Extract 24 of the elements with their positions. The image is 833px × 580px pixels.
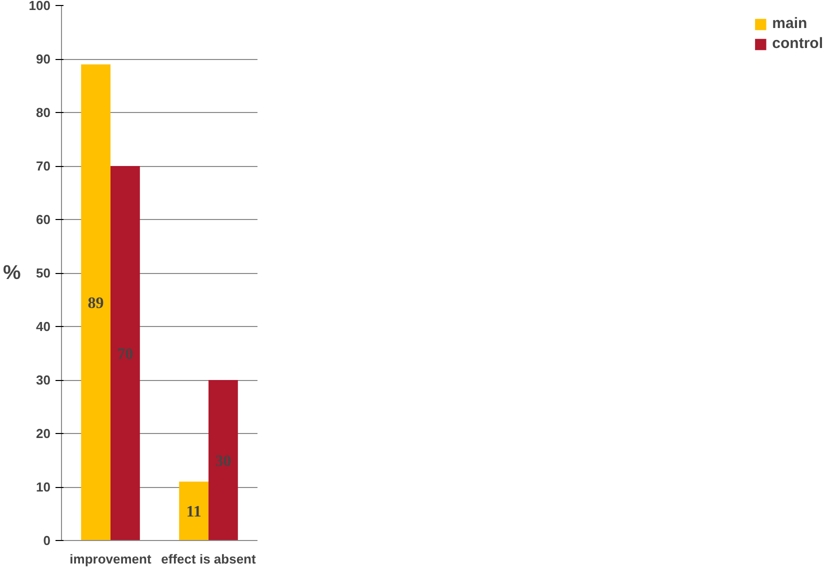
y-tick-label: 30	[36, 372, 51, 388]
y-tick-label: 70	[36, 158, 51, 174]
y-tick-label: 80	[36, 105, 51, 120]
bar	[208, 380, 238, 540]
y-tick-label: 40	[36, 319, 51, 334]
bar	[81, 64, 110, 540]
data-label: 89	[88, 294, 104, 312]
y-tick-label: 90	[36, 52, 51, 66]
y-tick-label: 20	[36, 426, 51, 441]
bar	[110, 166, 140, 540]
x-tick-label: effect is absent	[161, 552, 256, 566]
legend-label: main	[772, 15, 808, 32]
data-label: 11	[186, 504, 202, 521]
x-tick-label: improvement	[70, 552, 152, 566]
legend-label: control	[772, 35, 823, 52]
bar	[179, 482, 208, 540]
y-axis-title: %	[3, 262, 22, 284]
data-label: 70	[117, 346, 134, 363]
y-tick-label: 10	[36, 480, 51, 494]
y-tick-label: 60	[36, 212, 51, 227]
y-tick-label: 0	[43, 533, 51, 548]
y-tick-label: 100	[28, 0, 51, 13]
y-tick-label: 50	[36, 266, 51, 280]
data-label: 30	[215, 452, 232, 470]
